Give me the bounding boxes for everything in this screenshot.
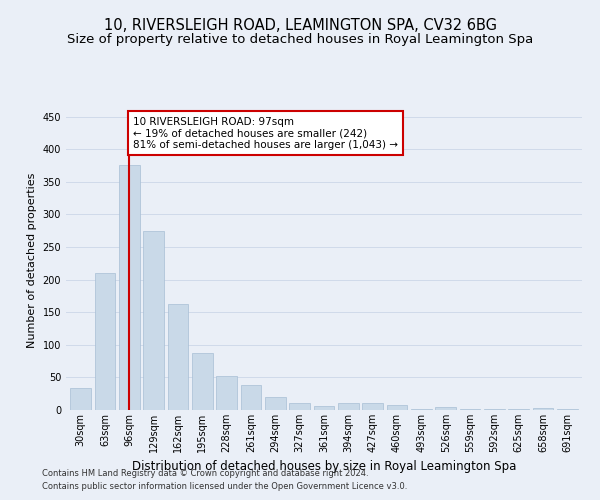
Bar (95, 273, 115, 410)
Bar (167, 304, 188, 410)
Bar (362, 403, 383, 410)
Bar (70, 388, 91, 410)
Bar (338, 403, 359, 410)
Bar (265, 397, 286, 410)
Bar (241, 384, 262, 410)
Text: Contains public sector information licensed under the Open Government Licence v3: Contains public sector information licen… (42, 482, 407, 491)
Bar (436, 406, 456, 410)
Bar (192, 352, 212, 410)
Text: 10, RIVERSLEIGH ROAD, LEAMINGTON SPA, CV32 6BG: 10, RIVERSLEIGH ROAD, LEAMINGTON SPA, CV… (104, 18, 497, 32)
Bar (386, 406, 407, 410)
Bar (119, 166, 140, 410)
Bar (216, 376, 237, 410)
X-axis label: Distribution of detached houses by size in Royal Leamington Spa: Distribution of detached houses by size … (132, 460, 516, 473)
Bar (143, 230, 164, 410)
Bar (533, 408, 553, 410)
Bar (314, 406, 334, 410)
Y-axis label: Number of detached properties: Number of detached properties (27, 172, 37, 348)
Bar (289, 403, 310, 410)
Text: 10 RIVERSLEIGH ROAD: 97sqm
← 19% of detached houses are smaller (242)
81% of sem: 10 RIVERSLEIGH ROAD: 97sqm ← 19% of deta… (133, 116, 398, 150)
Text: Contains HM Land Registry data © Crown copyright and database right 2024.: Contains HM Land Registry data © Crown c… (42, 468, 368, 477)
Text: Size of property relative to detached houses in Royal Leamington Spa: Size of property relative to detached ho… (67, 32, 533, 46)
